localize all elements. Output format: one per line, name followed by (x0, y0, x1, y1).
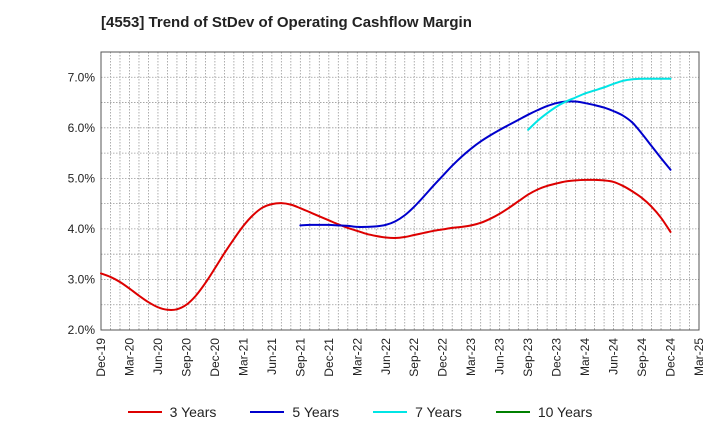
legend-label: 7 Years (415, 404, 462, 420)
series-line-5-years (299, 100, 672, 228)
legend-item-10-years: 10 Years (495, 404, 593, 420)
legend-label: 10 Years (537, 404, 593, 420)
y-tick-label: 6.0% (68, 121, 96, 135)
x-tick-label: Jun-20 (151, 338, 165, 375)
y-tick-label: 7.0% (68, 70, 96, 84)
x-tick-label: Mar-24 (578, 338, 592, 376)
plot-frame (100, 51, 700, 331)
legend-label: 3 Years (169, 404, 217, 420)
x-tick-label: Mar-25 (692, 338, 706, 376)
x-tick-label: Dec-21 (322, 338, 336, 377)
legend-swatch (495, 411, 530, 413)
x-tick-label: Sep-21 (293, 338, 307, 377)
x-tick-label: Jun-24 (607, 338, 621, 375)
x-tick-label: Mar-21 (236, 338, 250, 376)
plot-area (101, 52, 699, 330)
x-tick-label: Sep-20 (179, 338, 193, 377)
legend-swatch (127, 411, 162, 413)
y-tick-label: 3.0% (68, 272, 96, 286)
y-tick-label: 5.0% (68, 171, 96, 185)
x-tick-label: Dec-22 (436, 338, 450, 377)
x-tick-label: Mar-22 (350, 338, 364, 376)
x-tick-label: Dec-19 (94, 338, 108, 377)
y-tick-label: 2.0% (68, 323, 96, 337)
x-tick-label: Sep-22 (407, 338, 421, 377)
legend-item-3-years: 3 Years (127, 404, 217, 420)
x-tick-label: Sep-24 (635, 338, 649, 377)
x-tick-label: Dec-24 (664, 338, 678, 377)
legend-swatch (250, 411, 285, 413)
x-tick-label: Dec-23 (550, 338, 564, 377)
x-tick-label: Dec-20 (208, 338, 222, 377)
x-tick-label: Jun-23 (493, 338, 507, 375)
x-tick-label: Mar-23 (464, 338, 478, 376)
chart-title: [4553] Trend of StDev of Operating Cashf… (101, 14, 472, 31)
series-line-3-years (100, 178, 672, 311)
x-tick-label: Sep-23 (521, 338, 535, 377)
series-line-7-years (527, 77, 672, 131)
line-chart: 2.0% 3.0% 4.0% 5.0% 6.0% 7.0% Dec-19 Mar-20 Jun-… (68, 51, 706, 377)
x-tick-label: Jun-21 (265, 338, 279, 375)
y-tick-label: 4.0% (68, 222, 96, 236)
legend-item-7-years: 7 Years (373, 404, 462, 420)
legend-swatch (373, 411, 408, 413)
x-tick-label: Jun-22 (379, 338, 393, 375)
legend-item-5-years: 5 Years (250, 404, 339, 420)
x-tick-label: Mar-20 (122, 338, 136, 376)
legend-label: 5 Years (292, 404, 340, 420)
chart-legend: 3 Years 5 Years 7 Years 10 Years (0, 404, 720, 420)
